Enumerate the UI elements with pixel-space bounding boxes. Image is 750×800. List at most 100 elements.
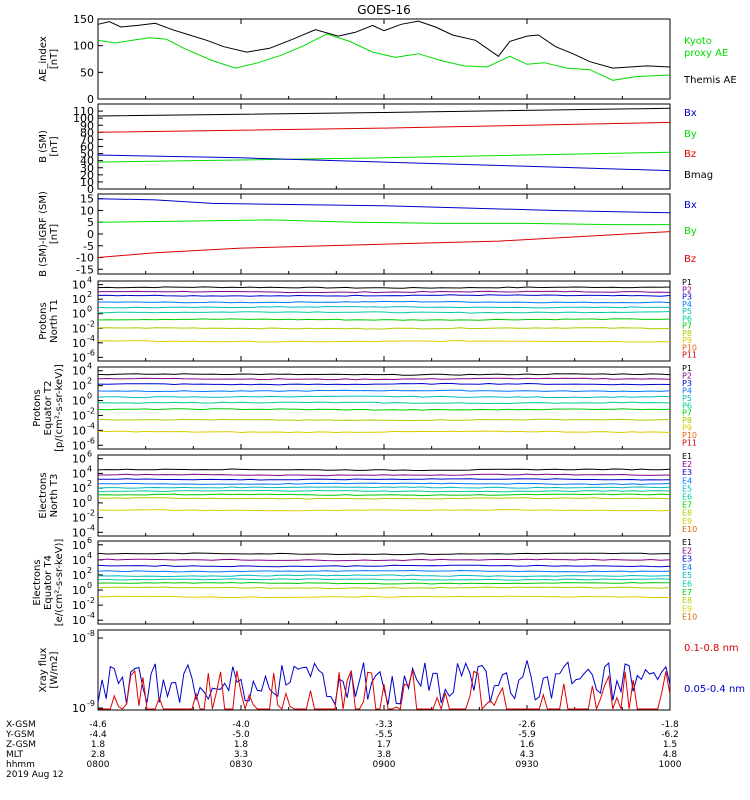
channel-legend: P2 [682,371,692,380]
y-tick-label: 10 [72,702,86,715]
y-tick-label: 10 [72,279,86,292]
y-tick-exponent: 4 [87,551,92,560]
ephemeris-value: -3.3 [375,720,393,730]
y-axis-label: B (SM) [38,130,49,163]
y-tick-exponent: 0 [87,392,92,401]
legend-entry: Kyoto [684,36,712,47]
ephemeris-value: -5.0 [232,730,250,740]
y-tick-label: 100 [73,112,94,125]
ephemeris-value: -5.9 [518,730,536,740]
y-tick-label: 10 [72,409,86,422]
y-tick-label: 150 [73,13,94,26]
y-tick-exponent: -4 [87,421,95,430]
y-tick-exponent: -4 [87,611,95,620]
y-tick-exponent: 2 [87,290,92,299]
series-line-bz [97,231,671,258]
ephemeris-value: 0830 [230,760,253,770]
y-tick-label: 30 [80,162,94,175]
y-tick-label: 10 [72,365,86,378]
ephemeris-value: 0900 [373,760,396,770]
y-axis-label: Equator T4 [43,555,54,610]
panel-frame [97,454,671,537]
y-tick-label: 10 [72,322,86,335]
ephemeris-value: 1.7 [377,740,391,750]
channel-line [97,558,671,562]
channel-line [97,305,671,309]
y-tick-exponent: -4 [87,523,95,532]
channel-line [97,294,671,297]
panel-frame [97,629,671,711]
ephemeris-label: hhmm [6,760,35,770]
channel-legend: E5 [682,571,692,580]
y-tick-exponent: 6 [87,536,92,545]
channel-line [97,430,671,434]
channel-legend: E6 [682,493,692,502]
channel-legend: P7 [682,409,692,418]
channel-line [97,509,671,512]
legend-entry: Themis AE [683,75,737,86]
channel-legend: P9 [682,424,692,433]
y-tick-label: 20 [80,169,94,182]
channel-legend: E4 [682,476,692,485]
channel-line [97,408,671,411]
y-tick-exponent: 4 [87,276,92,285]
channel-line [97,401,671,405]
ephemeris-label: MLT [6,750,24,760]
channel-legend: P8 [682,416,692,425]
channel-line [97,493,671,497]
channel-line [97,373,671,376]
channel-line [98,478,671,481]
ephemeris-value: 2.8 [91,750,106,760]
y-tick-label: 10 [72,632,86,645]
ephemeris-value: 0800 [87,760,110,770]
channel-line [97,468,671,472]
y-axis-label: Protons [32,389,43,426]
y-tick-label: 10 [80,204,94,217]
y-tick-exponent: -2 [87,319,95,328]
channel-line [98,473,670,477]
ephemeris-label: X-GSM [6,720,36,730]
y-tick-exponent: 4 [87,362,92,371]
channel-line [97,574,671,578]
channel-legend: E7 [682,501,692,510]
y-tick-exponent: -2 [87,596,95,605]
y-tick-label: -15 [76,263,94,276]
y-tick-label: 80 [80,126,94,139]
y-axis-label: [p/(cm²-s-sr-keV)] [54,364,65,452]
y-tick-label: 10 [72,569,86,582]
y-tick-label: 10 [72,351,86,364]
y-tick-label: 10 [72,599,86,612]
channel-line [97,552,671,556]
channel-legend: P8 [682,329,692,338]
ephemeris-value: -2.6 [518,720,536,730]
y-tick-label: 100 [73,40,94,53]
y-axis-label: North T3 [49,474,60,518]
y-tick-label: 70 [80,133,94,146]
y-tick-label: 10 [72,539,86,552]
ephemeris-value: -5.5 [375,730,393,740]
xray-long-series [97,660,671,707]
channel-line [97,389,671,393]
channel-line [97,586,671,589]
ephemeris-label: Y-GSM [5,730,34,740]
y-tick-exponent: 0 [87,305,92,314]
channel-legend: E10 [682,613,697,622]
ephemeris-value: 1.6 [520,740,535,750]
y-tick-label: 10 [72,467,86,480]
channel-line [97,382,671,386]
channel-line [97,578,671,581]
y-tick-label: 90 [80,119,94,132]
legend-entry: proxy AE [684,48,728,59]
channel-legend: P10 [682,343,697,352]
y-tick-label: 60 [80,141,94,154]
legend-entry: Bmag [684,170,713,181]
ephemeris-value: -4.0 [232,720,250,730]
y-tick-label: 10 [72,584,86,597]
channel-legend: P1 [682,278,692,287]
y-tick-label: 10 [72,554,86,567]
channel-legend: E6 [682,580,692,589]
y-tick-exponent: 2 [87,479,92,488]
channel-line [97,497,671,500]
y-tick-label: 10 [72,380,86,393]
channel-legend: E10 [682,525,697,534]
